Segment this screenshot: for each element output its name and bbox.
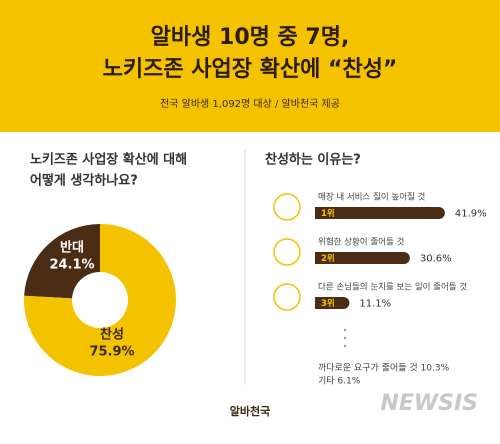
bar [315, 207, 445, 219]
note: 까다로운 요구가 줄어들 것 10.3% [318, 363, 450, 374]
rank-label: 2위 [321, 253, 335, 264]
icon [273, 238, 301, 266]
bar-left [315, 207, 323, 219]
bar [315, 297, 350, 309]
bar-left [315, 297, 323, 309]
note: 기타 6.1% [318, 376, 361, 387]
bar-value: 41.9% [455, 209, 487, 220]
bar-left [315, 252, 323, 264]
subtitle: 전국 알바생 1,092명 대상 / 알바천국 제공 [160, 98, 340, 110]
bar-value: 11.1% [359, 299, 391, 310]
question: 노키즈존 사업장 확산에 대해 [30, 152, 187, 168]
bar [315, 252, 410, 264]
slice-value: 75.9% [89, 345, 134, 360]
header-band [0, 0, 500, 132]
bar-title: 찬성하는 이유는? [265, 152, 361, 168]
slice-label: 찬성 [100, 327, 124, 343]
reason-label: 위험한 상황이 줄어들 것 [318, 237, 404, 248]
icon [273, 193, 301, 221]
slice-label: 반대 [60, 240, 84, 256]
question: 어떻게 생각하나요? [30, 173, 138, 189]
watermark: NEWSIS [380, 391, 478, 416]
reason-label: 매장 내 서비스 질이 높아질 것 [318, 192, 426, 203]
title-line: 노키즈존 사업장 확산에 “찬성” [103, 57, 398, 82]
logo: 알바천국 [230, 404, 270, 418]
reason-label: 다른 손님들의 눈치를 보는 일이 줄어들 것 [318, 282, 467, 293]
bar-value: 30.6% [420, 254, 452, 265]
donut-slice [24, 224, 176, 376]
rank-label: 1위 [321, 208, 335, 219]
ellipsis [343, 328, 347, 348]
icon [273, 283, 301, 311]
slice-value: 24.1% [49, 258, 94, 273]
title-line: 알바생 10명 중 7명, [151, 25, 350, 50]
donut-slice [24, 224, 100, 299]
rank-label: 3위 [321, 298, 335, 309]
